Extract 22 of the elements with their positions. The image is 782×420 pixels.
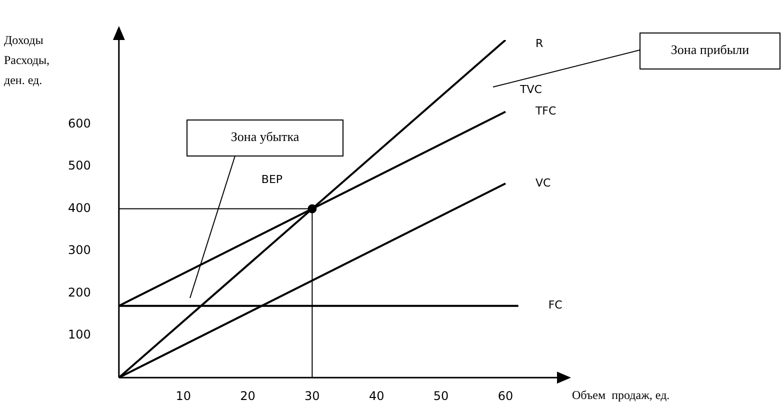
x-axis-title: Объем продаж, ед.: [572, 388, 670, 403]
annotation: TVC: [519, 83, 542, 96]
x-tick-label: 10: [176, 388, 191, 403]
y-tick-label: 600: [68, 116, 91, 131]
y-tick-label: 500: [68, 158, 91, 173]
x-tick-label: 30: [304, 388, 320, 403]
text: VC: [535, 176, 551, 190]
x-tick-label: 60: [498, 388, 514, 403]
x-tick-label: 20: [240, 388, 256, 403]
x-tick-label: 50: [433, 388, 449, 403]
annotation: BEP: [261, 173, 283, 186]
y-tick-label: 300: [68, 243, 91, 258]
text: Зона прибыли: [670, 42, 750, 57]
text: FC: [548, 298, 563, 312]
annotation: Зона убытка: [230, 128, 300, 144]
y-tick-label: 100: [68, 328, 91, 342]
x-tick-label: 40: [368, 388, 384, 403]
text: TFC: [534, 104, 557, 118]
y-tick-label: 200: [68, 285, 91, 300]
y-tick-label: 400: [68, 200, 91, 215]
text: R: [535, 36, 544, 50]
y-axis-title: Доходы Расходы, ден. ед.: [4, 32, 50, 89]
